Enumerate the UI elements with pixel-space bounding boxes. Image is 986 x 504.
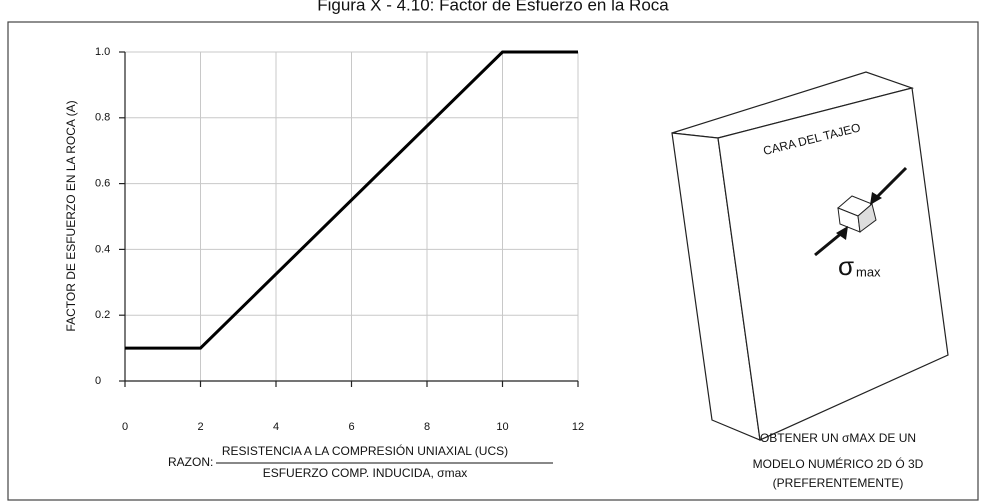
y-axis-label: FACTOR DE ESFUERZO EN LA ROCA (A)	[64, 100, 78, 331]
y-tick-label: 0.8	[95, 112, 110, 124]
sigma-symbol: σ	[838, 251, 854, 281]
data-line	[125, 50, 578, 350]
caption-line: OBTENER UN σMAX DE UN	[760, 431, 916, 445]
x-label-numerator: RESISTENCIA A LA COMPRESIÓN UNIAXIAL (UC…	[222, 443, 508, 458]
caption-line: (PREFERENTEMENTE)	[773, 476, 904, 490]
block-face	[717, 87, 949, 441]
plot: 0 2 4 6 8 10 12 0 0.2 0.4 0.6 0.8 1.0	[95, 46, 584, 433]
y-tick-label: 0	[95, 375, 101, 387]
y-tick-label: 0.2	[95, 309, 110, 321]
caption-line: MODELO NUMÉRICO 2D Ó 3D	[753, 456, 924, 471]
y-tick-label: 0.6	[95, 178, 110, 190]
y-tick-label: 0.4	[95, 243, 110, 255]
stress-arrow	[814, 230, 844, 257]
sigma-subscript: max	[856, 264, 881, 279]
x-tick-label: 6	[348, 421, 354, 433]
cube-side	[857, 203, 877, 233]
arrow-head	[836, 226, 848, 240]
y-tick-label: 1.0	[95, 46, 110, 58]
x-tick-label: 0	[122, 421, 128, 433]
stress-arrow	[874, 166, 908, 200]
x-tick-label: 10	[496, 421, 508, 433]
x-tick-label: 12	[572, 421, 584, 433]
x-label-prefix: RAZON:	[168, 455, 213, 469]
arrow-head	[870, 192, 882, 205]
x-label-denominator: ESFUERZO COMP. INDUCIDA, σmax	[263, 466, 468, 480]
frame	[7, 21, 979, 501]
stope-diagram: CARA DEL TAJEO σ max	[671, 71, 949, 441]
figure-title: Figura X - 4.10: Factor de Esfuerzo en l…	[317, 0, 669, 14]
x-tick-label: 4	[273, 421, 279, 433]
x-tick-label: 8	[424, 421, 430, 433]
x-tick-label: 2	[197, 421, 203, 433]
